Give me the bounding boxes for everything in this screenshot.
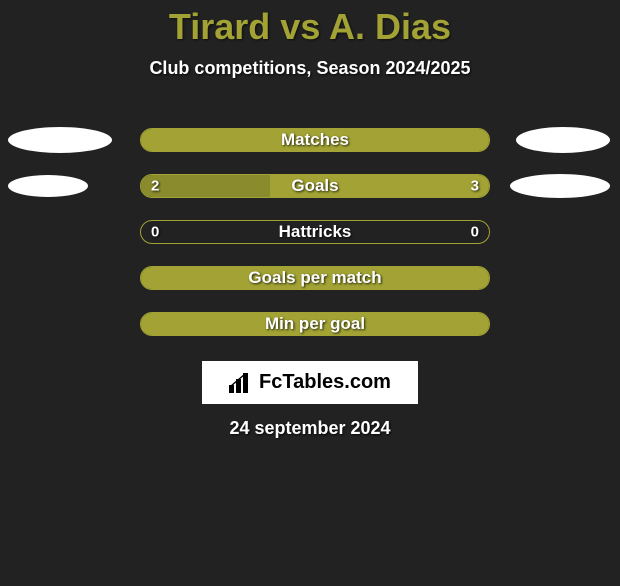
stat-row: Matches: [0, 117, 620, 163]
stat-bar: Goals per match: [140, 266, 490, 290]
stat-row: Goals per match: [0, 255, 620, 301]
left-ellipse: [8, 175, 88, 197]
stat-label: Min per goal: [265, 314, 365, 334]
subtitle: Club competitions, Season 2024/2025: [0, 58, 620, 79]
bars-icon: [229, 373, 255, 393]
stat-label: Hattricks: [279, 222, 352, 242]
bar-left-fill: [141, 175, 270, 197]
stat-right-value: 0: [471, 224, 479, 241]
stat-bar: Hattricks 0 0: [140, 220, 490, 244]
stat-bar: Goals 2 3: [140, 174, 490, 198]
stat-row: Goals 2 3: [0, 163, 620, 209]
date-text: 24 september 2024: [0, 418, 620, 439]
stat-label: Goals: [291, 176, 338, 196]
logo: FcTables.com: [229, 371, 391, 394]
stat-label: Goals per match: [248, 268, 381, 288]
stat-left-value: 2: [151, 178, 159, 195]
left-ellipse: [8, 127, 112, 153]
stat-row: Hattricks 0 0: [0, 209, 620, 255]
stat-left-value: 0: [151, 224, 159, 241]
stat-row: Min per goal: [0, 301, 620, 347]
right-ellipse: [510, 174, 610, 198]
stat-right-value: 3: [471, 178, 479, 195]
logo-box: FcTables.com: [202, 361, 418, 404]
stat-rows: Matches Goals 2 3 Hattricks 0 0 Goals per match…: [0, 117, 620, 347]
page-title: Tirard vs A. Dias: [0, 6, 620, 48]
logo-text: FcTables.com: [259, 371, 391, 394]
right-ellipse: [516, 127, 610, 153]
stat-bar: Matches: [140, 128, 490, 152]
stat-label: Matches: [281, 130, 349, 150]
stat-bar: Min per goal: [140, 312, 490, 336]
